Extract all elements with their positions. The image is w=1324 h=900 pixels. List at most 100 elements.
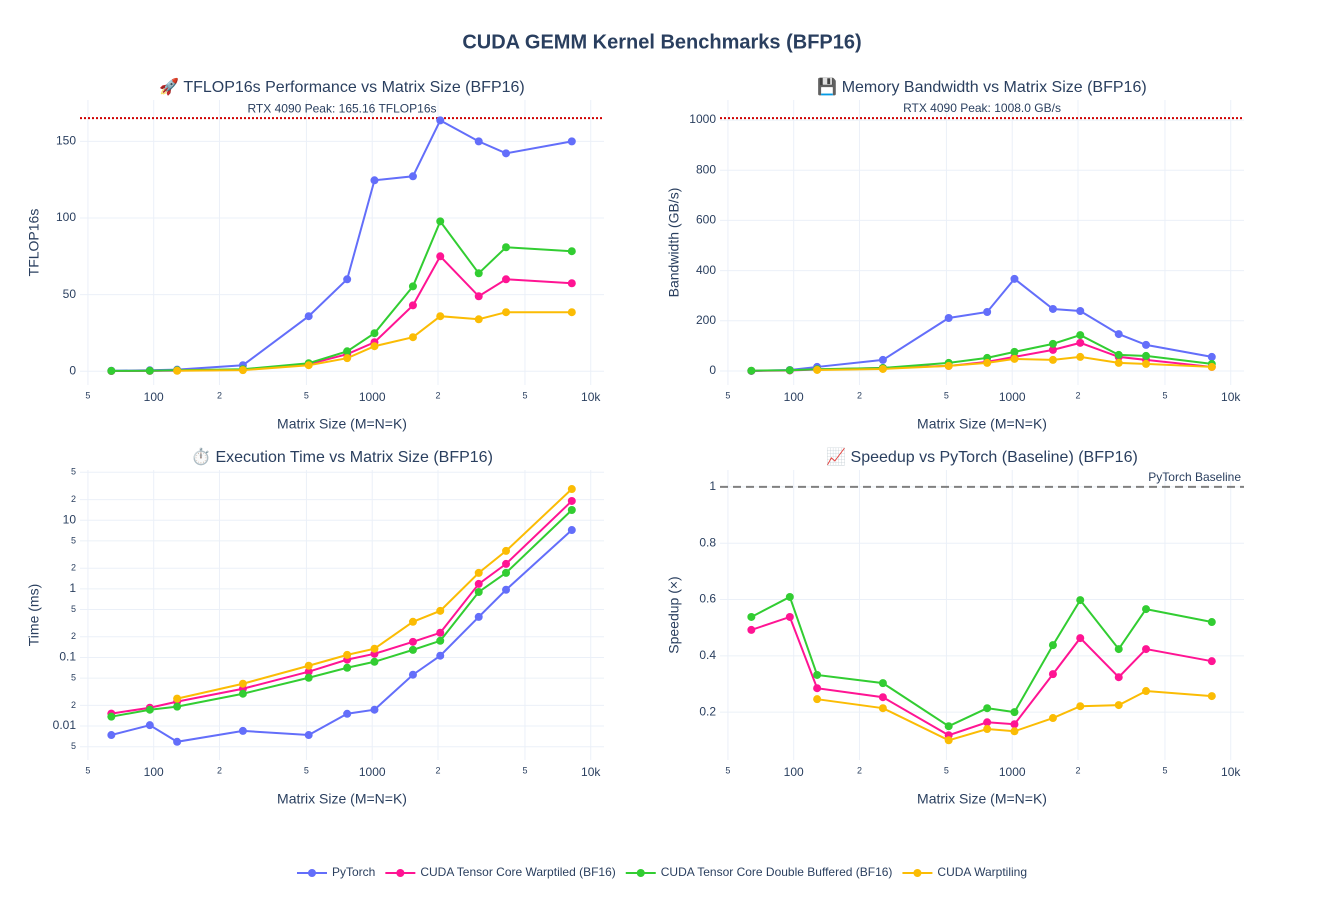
x-axis-title: Matrix Size (M=N=K) — [917, 416, 1047, 432]
data-point — [1048, 670, 1057, 679]
data-point — [747, 625, 756, 634]
series-line — [111, 219, 572, 372]
y-tick-label: 50 — [63, 287, 77, 301]
data-point — [1142, 645, 1151, 654]
data-point — [983, 725, 992, 734]
data-point — [813, 695, 822, 704]
series-line — [817, 355, 1212, 371]
data-point — [1076, 702, 1085, 711]
data-point — [304, 661, 313, 670]
series-line — [111, 500, 573, 715]
data-point — [304, 361, 313, 370]
data-point — [474, 269, 483, 278]
data-point — [747, 366, 756, 375]
data-point — [474, 587, 483, 596]
data-point — [1114, 330, 1123, 339]
y-tick-label: 200 — [696, 313, 716, 327]
data-point — [107, 731, 116, 740]
data-point — [1207, 657, 1216, 666]
y-tick-label: 600 — [696, 213, 716, 227]
data-point — [436, 628, 445, 637]
data-point — [785, 592, 794, 601]
data-point — [983, 358, 992, 367]
y-axis-title: Speedup (×) — [666, 576, 682, 653]
x-tick-label: 10k — [581, 765, 601, 779]
y-tick-label: 0 — [69, 363, 76, 377]
x-tick-label: 10k — [1221, 765, 1241, 779]
data-point — [813, 365, 822, 374]
data-point — [1142, 359, 1151, 368]
data-point — [1207, 618, 1216, 627]
legend: PyTorch CUDA Tensor Core Warptiled (BF16)… — [296, 865, 1027, 879]
data-point — [878, 355, 887, 364]
data-point — [502, 568, 511, 577]
x-tick-label: 1000 — [999, 390, 1026, 404]
data-point — [1207, 692, 1216, 701]
data-point — [1114, 350, 1123, 359]
data-point — [1010, 727, 1019, 736]
data-point — [408, 645, 417, 654]
x-tick-label: 5 — [725, 765, 730, 775]
y-tick-label: 1 — [69, 581, 76, 595]
data-point — [436, 116, 445, 125]
data-point — [1048, 355, 1057, 364]
reference-label: PyTorch Baseline — [1148, 470, 1241, 484]
y-tick-label: 2 — [71, 631, 76, 641]
y-tick-label: 5 — [71, 741, 76, 751]
series-line — [751, 615, 1212, 737]
data-point — [944, 361, 953, 370]
data-point — [343, 709, 352, 718]
data-point — [370, 342, 379, 351]
data-point — [304, 312, 313, 321]
data-point — [567, 308, 576, 317]
x-tick-label: 2 — [435, 765, 440, 775]
legend-swatch-marker — [913, 869, 922, 877]
y-tick-label: 0.8 — [699, 535, 716, 549]
data-point — [145, 366, 154, 375]
data-point — [474, 612, 483, 621]
x-tick-label: 5 — [1162, 765, 1167, 775]
x-axis-title: Matrix Size (M=N=K) — [277, 416, 407, 432]
data-point — [502, 243, 511, 252]
x-tick-label: 5 — [522, 390, 527, 400]
data-point — [813, 684, 822, 693]
y-tick-label: 0.1 — [59, 650, 76, 664]
data-point — [1048, 714, 1057, 723]
x-tick-label: 10k — [1221, 390, 1241, 404]
data-point — [145, 721, 154, 730]
data-point — [343, 275, 352, 284]
data-point — [1010, 708, 1019, 717]
legend-label: PyTorch — [332, 865, 375, 879]
data-point — [370, 705, 379, 714]
legend-swatch-marker — [307, 869, 316, 877]
data-point — [1142, 687, 1151, 696]
x-tick-label: 5 — [944, 390, 949, 400]
x-tick-label: 5 — [304, 390, 309, 400]
data-point — [785, 612, 794, 621]
x-tick-label: 1000 — [359, 390, 386, 404]
data-point — [1114, 701, 1123, 710]
data-point — [343, 663, 352, 672]
legend-swatch-marker — [636, 869, 645, 877]
data-point — [474, 579, 483, 588]
data-point — [944, 722, 953, 731]
data-point — [1010, 347, 1019, 356]
data-point — [1207, 352, 1216, 361]
y-tick-label: 0 — [709, 363, 716, 377]
x-tick-label: 2 — [1075, 390, 1080, 400]
y-tick-label: 400 — [696, 263, 716, 277]
y-tick-label: 5 — [71, 467, 76, 477]
x-tick-label: 100 — [144, 765, 164, 779]
series-line — [750, 595, 1213, 728]
data-point — [502, 585, 511, 594]
x-tick-label: 2 — [857, 765, 862, 775]
x-tick-label: 100 — [784, 390, 804, 404]
x-tick-label: 5 — [85, 765, 90, 775]
data-point — [567, 279, 576, 288]
data-point — [436, 217, 445, 226]
data-point — [1076, 352, 1085, 361]
data-point — [567, 485, 576, 494]
data-point — [1114, 645, 1123, 654]
x-tick-label: 5 — [1162, 390, 1167, 400]
data-point — [1010, 354, 1019, 363]
